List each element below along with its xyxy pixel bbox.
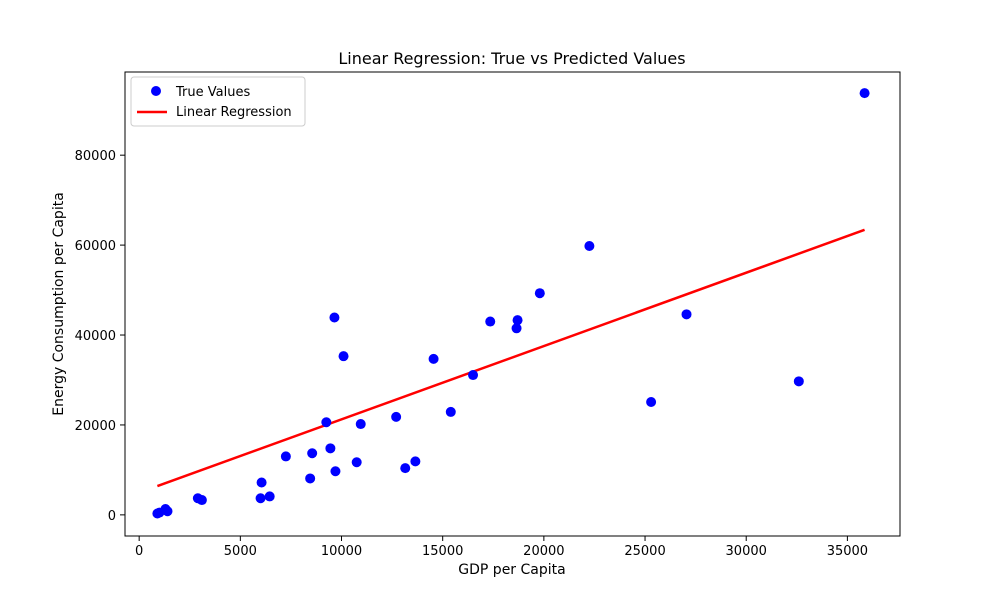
y-tick-label: 40000 [75, 329, 116, 344]
y-tick-label: 60000 [75, 239, 116, 254]
x-tick-label: 0 [135, 544, 143, 559]
data-point [329, 312, 340, 323]
data-point [305, 473, 316, 484]
x-tick-label: 5000 [224, 544, 257, 559]
data-point [400, 463, 411, 474]
data-point [355, 419, 366, 430]
x-tick-label: 10000 [321, 544, 362, 559]
data-point [256, 477, 267, 488]
data-point [196, 495, 207, 506]
data-point [321, 417, 332, 428]
data-point [264, 491, 275, 502]
legend-label-true-values: True Values [175, 85, 250, 100]
data-point [338, 351, 349, 362]
data-point [325, 443, 336, 454]
data-point [280, 451, 291, 462]
chart-title: Linear Regression: True vs Predicted Val… [338, 49, 685, 68]
data-point [255, 493, 266, 504]
y-axis-ticks: 0 20000 40000 60000 80000 [75, 149, 125, 524]
x-tick-label: 25000 [624, 544, 665, 559]
data-point [468, 370, 479, 381]
legend-label-linear-regression: Linear Regression [176, 105, 292, 120]
x-tick-label: 15000 [422, 544, 463, 559]
regression-line [156, 228, 866, 488]
data-point [584, 241, 595, 251]
data-point [681, 309, 692, 320]
data-point [351, 457, 362, 468]
x-tick-label: 30000 [726, 544, 767, 559]
data-point [512, 315, 523, 326]
data-point [162, 506, 173, 517]
y-tick-label: 0 [108, 509, 116, 524]
data-point [511, 323, 522, 334]
data-point [859, 88, 870, 99]
legend-box [130, 76, 306, 127]
data-point [485, 316, 496, 327]
y-tick-label: 20000 [75, 419, 116, 434]
y-tick-label: 80000 [75, 149, 116, 164]
data-point [646, 397, 657, 408]
data-point [445, 406, 456, 417]
data-point [307, 448, 318, 459]
plot-area [124, 71, 901, 537]
data-point [428, 353, 439, 364]
data-point [410, 456, 421, 467]
plot-frame [124, 71, 901, 537]
data-point [330, 466, 341, 477]
legend-marker-true-values [151, 86, 161, 96]
x-tick-label: 20000 [523, 544, 564, 559]
data-point [391, 411, 402, 422]
x-axis-ticks: 0 5000 10000 15000 20000 25000 30000 35000 [135, 536, 868, 559]
legend: True Values Linear Regression [130, 76, 306, 127]
x-axis-label: GDP per Capita [458, 562, 565, 578]
data-point [534, 288, 545, 299]
y-axis-label: Energy Consumption per Capita [51, 192, 67, 416]
data-point [793, 376, 804, 387]
x-tick-label: 35000 [827, 544, 868, 559]
